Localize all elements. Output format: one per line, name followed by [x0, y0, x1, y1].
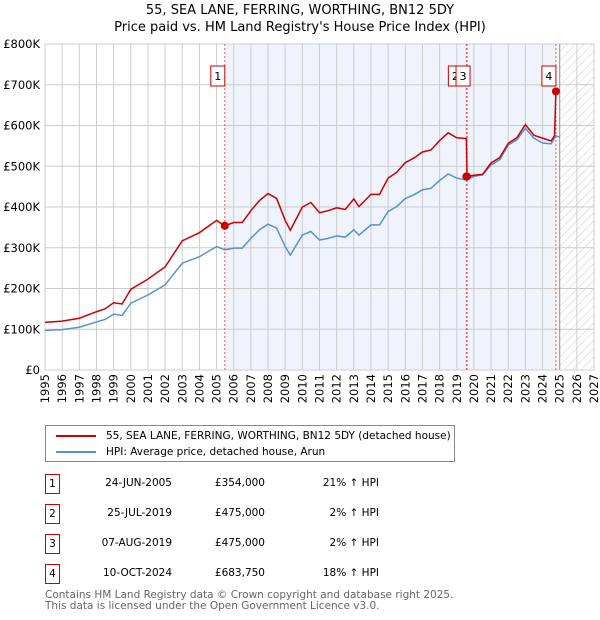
sale-row: 4 10-OCT-2024 £683,750 18% ↑ HPI	[45, 564, 465, 584]
chart-title: 55, SEA LANE, FERRING, WORTHING, BN12 5D…	[145, 3, 455, 18]
x-tick-label: 2000	[124, 374, 138, 403]
chart: 1995 1996 1997 1998 1999 2000 2001 2002 2003 2004…	[3, 37, 600, 403]
chart-subtitle: Price paid vs. HM Land Registry's House …	[114, 20, 486, 35]
sale-label: 1	[214, 70, 221, 83]
x-tick-label: 2026	[570, 374, 584, 403]
sale-hpi-diff: 21% ↑ HPI	[322, 477, 379, 489]
y-tick-label: £200K	[3, 282, 40, 296]
x-tick-label: 1999	[107, 374, 121, 403]
x-tick-label: 1997	[72, 374, 86, 403]
sale-point	[551, 87, 560, 96]
legend: 55, SEA LANE, FERRING, WORTHING, BN12 5D…	[45, 425, 455, 462]
x-tick-label: 2014	[364, 374, 378, 403]
series-line	[44, 90, 559, 324]
x-tick-label: 2003	[175, 374, 189, 403]
x-tick-label: 2002	[158, 374, 172, 403]
sale-label-box	[541, 65, 557, 87]
footer-line-1: Contains HM Land Registry data © Crown c…	[45, 589, 454, 601]
sale-hpi-diff: 18% ↑ HPI	[322, 567, 379, 579]
legend-label: 55, SEA LANE, FERRING, WORTHING, BN12 5D…	[106, 430, 451, 442]
x-tick-label: 2004	[192, 374, 206, 403]
sale-point	[220, 221, 229, 230]
sale-label-box	[455, 65, 471, 87]
sale-date: 25-JUL-2019	[107, 507, 172, 519]
x-tick-label: 1995	[38, 374, 52, 403]
x-tick-label: 2022	[501, 374, 515, 403]
sale-point	[463, 172, 472, 181]
sale-label: 4	[545, 70, 552, 83]
y-tick-label: £300K	[3, 241, 40, 255]
legend-swatch-blue	[56, 451, 96, 453]
sale-date: 24-JUN-2005	[105, 477, 172, 489]
x-tick-label: 2016	[398, 374, 412, 403]
sale-hpi-diff: 2% ↑ HPI	[329, 507, 379, 519]
sale-price: £683,750	[214, 567, 265, 579]
x-tick-label: 2017	[415, 374, 429, 403]
legend-item-property: 55, SEA LANE, FERRING, WORTHING, BN12 5D…	[56, 428, 451, 444]
x-tick-label: 2020	[467, 374, 481, 403]
y-tick-label: £100K	[3, 322, 40, 336]
sale-row: 3 07-AUG-2019 £475,000 2% ↑ HPI	[45, 534, 465, 554]
x-tick-label: 2015	[381, 374, 395, 403]
x-tick-label: 2019	[450, 374, 464, 403]
x-tick-label: 2008	[261, 374, 275, 403]
x-tick-label: 2021	[484, 374, 498, 403]
sale-label-box	[210, 65, 226, 87]
sale-hpi-diff: 2% ↑ HPI	[329, 537, 379, 549]
x-tick-label: 2013	[347, 374, 361, 403]
x-tick-label: 2011	[313, 374, 327, 403]
x-tick-label: 2001	[141, 374, 155, 403]
sale-price: £475,000	[214, 507, 265, 519]
x-tick-label: 2005	[210, 374, 224, 403]
x-tick-label: 2027	[587, 374, 600, 403]
x-tick-label: 2023	[518, 374, 532, 403]
x-tick-label: 2024	[536, 374, 550, 403]
y-tick-label: £600K	[3, 119, 40, 133]
legend-swatch-red	[56, 435, 96, 437]
y-tick-label: £400K	[3, 200, 40, 214]
sale-number: 2	[45, 504, 60, 524]
x-tick-label: 2006	[227, 374, 241, 403]
sale-label: 3	[460, 70, 467, 83]
y-tick-label: £700K	[3, 78, 40, 92]
x-tick-label: 2018	[433, 374, 447, 403]
sale-date: 07-AUG-2019	[101, 537, 172, 549]
sale-label: 2	[452, 70, 459, 83]
legend-label: HPI: Average price, detached house, Arun	[106, 446, 326, 458]
sale-date: 10-OCT-2024	[103, 567, 172, 579]
legend-item-hpi: HPI: Average price, detached house, Arun	[56, 444, 325, 460]
x-tick-label: 2009	[278, 374, 292, 403]
sale-number: 1	[45, 474, 60, 494]
sale-price: £475,000	[214, 537, 265, 549]
sale-number: 3	[45, 534, 60, 554]
sale-price: £354,000	[214, 477, 265, 489]
x-tick-label: 2025	[553, 374, 567, 403]
x-tick-label: 1998	[89, 374, 103, 403]
y-tick-label: £0	[25, 363, 40, 377]
y-tick-label: £800K	[3, 37, 40, 51]
x-tick-label: 2012	[330, 374, 344, 403]
sale-row: 1 24-JUN-2005 £354,000 21% ↑ HPI	[45, 474, 465, 494]
sale-number: 4	[45, 564, 60, 584]
footer-line-2: This data is licensed under the Open Gov…	[45, 600, 380, 612]
x-tick-label: 1996	[55, 374, 69, 403]
sale-row: 2 25-JUL-2019 £475,000 2% ↑ HPI	[45, 504, 465, 524]
y-tick-label: £500K	[3, 159, 40, 173]
x-tick-label: 2007	[244, 374, 258, 403]
series-line	[44, 127, 560, 332]
x-tick-label: 2010	[295, 374, 309, 403]
